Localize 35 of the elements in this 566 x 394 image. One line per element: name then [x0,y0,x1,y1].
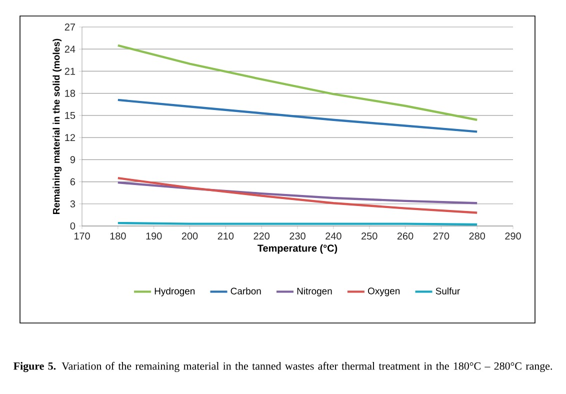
x-tick-label: 280 [469,232,486,240]
legend-label: Nitrogen [297,287,332,296]
y-tick-label: 21 [64,68,75,75]
text: Figure 5. Variation of the remaining material in the tanned wastes after thermal treatment in the 180°C – 280°C range. [14,362,552,372]
line-series [116,176,478,214]
line-series [116,98,478,133]
y-tick-label: 18 [65,90,76,97]
y-tick-label: 12 [65,134,75,142]
x-tick-label: 220 [254,232,270,240]
legend-label: Carbon [230,287,261,294]
y-tick-label: 0 [70,222,76,230]
x-tick-label: 230 [290,232,306,240]
y-tick-label: 15 [65,112,76,119]
line-series [116,44,478,121]
y-tick-label: 27 [64,24,75,30]
x-tick-label: 240 [326,232,342,240]
x-tick-label: 180 [110,232,126,240]
y-tick-label: 24 [64,46,76,53]
legend-label: Sulfur [436,287,460,294]
y-tick-label: 9 [70,156,76,164]
x-tick-label: 270 [433,232,450,240]
x-tick-label: 190 [146,232,162,240]
x-tick-label: 170 [74,232,90,240]
x-tick-label: 290 [505,232,521,240]
line-series [116,181,478,204]
x-axis-title: Temperature (°C) [258,244,338,254]
x-tick-label: 250 [362,232,378,240]
x-tick-label: 210 [218,232,234,240]
legend-label: Oxygen [368,288,400,296]
legend-label: Hydrogen [154,287,195,296]
y-tick-label: 6 [70,178,76,186]
x-tick-label: 260 [397,232,414,240]
y-tick-label: 3 [70,200,76,208]
y-axis-title: Remaining material in the solid (moles) [52,38,62,214]
x-tick-label: 200 [182,232,198,240]
